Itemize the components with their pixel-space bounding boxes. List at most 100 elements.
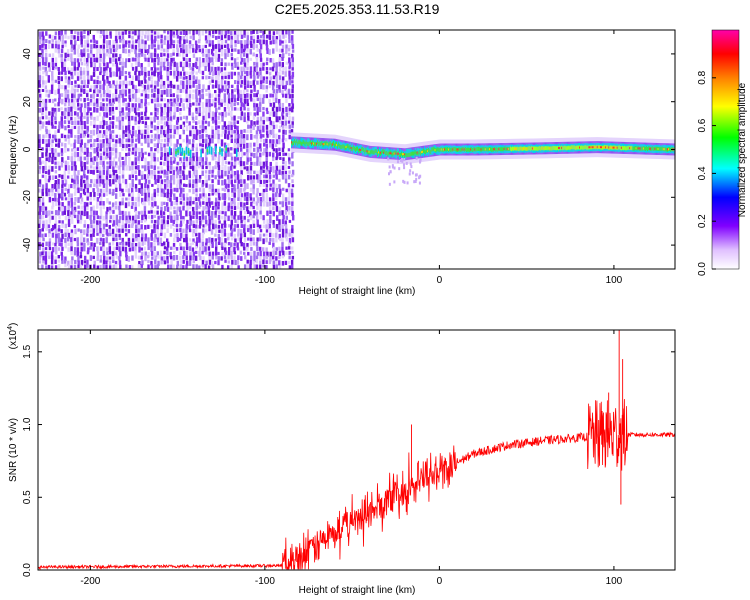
noise-cell	[124, 98, 127, 102]
noise-cell	[175, 143, 179, 148]
noise-cell	[137, 160, 140, 165]
noise-cell	[77, 255, 80, 262]
noise-cell	[199, 255, 202, 261]
noise-cell	[265, 148, 268, 152]
noise-cell	[112, 80, 115, 86]
noise-cell	[131, 80, 134, 86]
noise-cell	[166, 238, 169, 243]
noise-cell	[102, 147, 106, 154]
noise-cell	[115, 124, 118, 129]
noise-cell	[50, 143, 54, 147]
noise-cell	[128, 71, 131, 76]
noise-cell	[54, 259, 57, 264]
noise-cell	[38, 52, 41, 58]
noise-cell	[259, 229, 263, 233]
noise-cell	[201, 148, 204, 154]
ridge-core	[325, 141, 328, 146]
noise-cell	[57, 264, 61, 269]
noise-cell	[275, 66, 278, 73]
noise-cell	[182, 43, 185, 50]
noise-cell	[70, 161, 74, 166]
noise-cell	[278, 201, 282, 205]
noise-cell	[73, 247, 77, 252]
noise-cell	[173, 106, 176, 113]
ridge-peak	[316, 142, 318, 145]
noise-cell	[144, 160, 147, 166]
noise-cell	[154, 255, 157, 260]
noise-cell	[74, 111, 77, 116]
noise-cell	[208, 93, 211, 99]
noise-cell	[96, 75, 100, 80]
noise-cell	[102, 179, 105, 185]
noise-cell	[118, 219, 121, 224]
noise-cell	[287, 48, 291, 52]
noise-cell	[70, 156, 73, 163]
noise-cell	[71, 148, 74, 152]
noise-cell	[192, 224, 196, 228]
noise-cell	[279, 39, 282, 46]
noise-cell	[284, 116, 288, 122]
noise-cell	[38, 44, 42, 51]
noise-cell	[57, 197, 60, 203]
noise-cell	[233, 210, 237, 217]
noise-cell	[195, 219, 199, 224]
noise-cell	[233, 88, 237, 93]
noise-cell	[269, 219, 272, 224]
noise-cell	[118, 44, 122, 49]
noise-cell	[79, 76, 83, 80]
noise-cell	[48, 89, 51, 95]
noise-cell	[281, 233, 285, 238]
noise-cell	[243, 98, 247, 105]
noise-cell	[211, 120, 215, 124]
noise-cell	[45, 129, 48, 135]
noise-cell	[275, 139, 279, 145]
noise-cell	[201, 250, 204, 255]
noise-cell	[146, 35, 150, 41]
noise-cell	[99, 106, 103, 111]
noise-cell	[249, 71, 252, 76]
noise-cell	[247, 112, 250, 118]
noise-cell	[112, 215, 115, 221]
noise-cell	[153, 143, 157, 148]
noise-cell	[291, 174, 294, 178]
noise-cell	[111, 152, 115, 156]
noise-cell	[220, 174, 224, 179]
noise-cell	[89, 98, 93, 105]
noise-cell	[185, 264, 188, 269]
noise-cell	[124, 223, 128, 229]
noise-cell	[214, 71, 217, 76]
noise-cell	[179, 147, 183, 153]
noise-cell	[70, 197, 73, 203]
noise-cell	[201, 232, 205, 239]
noise-cell	[227, 255, 230, 260]
noise-cell	[284, 220, 287, 227]
noise-cell	[44, 102, 48, 108]
noise-cell	[76, 219, 80, 224]
noise-cell	[86, 228, 89, 234]
noise-cell	[71, 219, 74, 224]
ridge-core	[391, 152, 393, 157]
noise-cell	[61, 34, 64, 40]
noise-cell	[127, 115, 131, 122]
noise-cell	[121, 214, 125, 221]
noise-cell	[281, 224, 284, 230]
noise-cell	[288, 219, 292, 223]
noise-cell	[103, 67, 106, 73]
noise-cell	[262, 224, 266, 229]
noise-cell	[185, 152, 188, 159]
noise-cell	[263, 142, 266, 147]
noise-cell	[67, 139, 71, 145]
noise-cell	[128, 98, 132, 102]
ridge-core	[426, 148, 428, 153]
noise-cell	[105, 52, 109, 57]
noise-cell	[169, 120, 172, 125]
noise-cell	[150, 134, 154, 138]
noise-cell	[259, 201, 263, 207]
noise-cell	[153, 161, 157, 168]
noise-cell	[220, 98, 224, 105]
noise-cell	[239, 147, 243, 152]
noise-cell	[192, 138, 195, 143]
noise-cell	[96, 196, 100, 202]
noise-cell	[195, 202, 198, 208]
noise-cell	[70, 39, 73, 45]
